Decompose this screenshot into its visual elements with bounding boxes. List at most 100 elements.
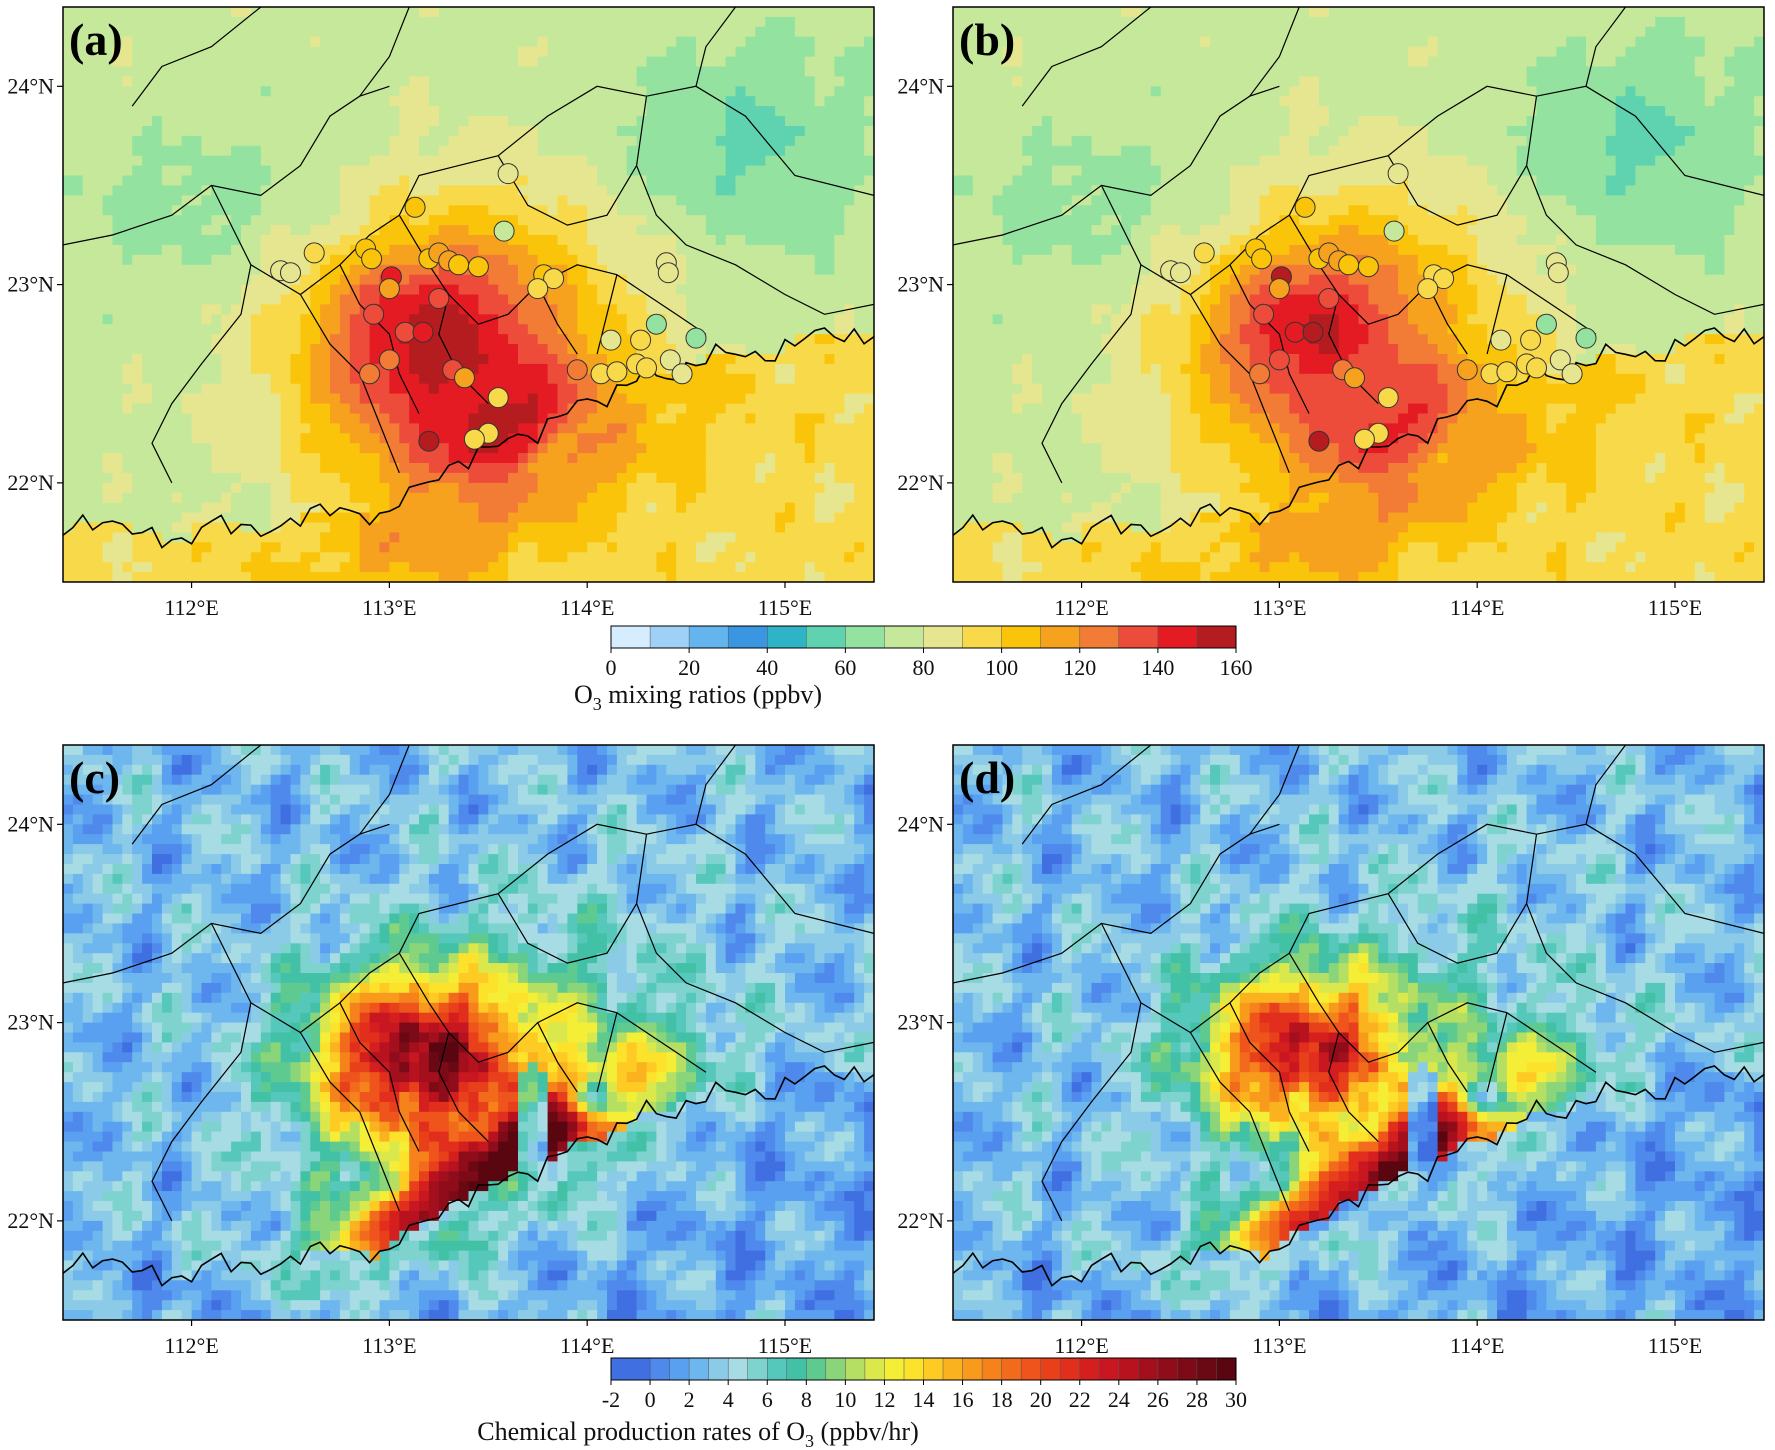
map-frame (62, 744, 875, 1321)
site-marker (630, 329, 652, 351)
boundary-line (497, 155, 638, 226)
colorbar-tick-label: 30 (1225, 1387, 1247, 1412)
admin-boundaries (953, 7, 1764, 484)
longitude-axis: 112°E 113°E 114°E 115°E (164, 582, 812, 620)
site-marker (1535, 313, 1557, 335)
boundary-line (210, 85, 874, 296)
colorbar-swatch (1020, 1357, 1042, 1381)
colorbar-swatch (767, 625, 807, 649)
boundary-line (438, 294, 489, 405)
site-marker (467, 256, 489, 278)
site-marker (463, 428, 485, 450)
colorbar-swatch (708, 1357, 729, 1381)
colorbar-swatch (1216, 1357, 1237, 1381)
colorbar-tick-label: 22 (1069, 1387, 1091, 1412)
colorbar-swatch (1138, 1357, 1159, 1381)
colorbar-swatch (884, 1357, 905, 1381)
colorbar-swatch (962, 625, 1003, 649)
lon-tick-label: 113°E (1252, 1333, 1306, 1358)
boundary-line (1100, 823, 1764, 1034)
colorbar-swatch (767, 1357, 788, 1381)
boundary-line (596, 274, 618, 355)
lat-tick-label: 23°N (7, 272, 54, 297)
colorbar-tick-label: 14 (913, 1387, 935, 1412)
colorbar-tick-label: 40 (756, 655, 778, 680)
boundary-line (1021, 7, 1152, 107)
lon-tick-label: 114°E (1450, 1333, 1504, 1358)
colorbar-tick-label: 80 (913, 655, 935, 680)
panel-label: (b) (959, 14, 1015, 65)
colorbar-swatch (845, 1357, 866, 1381)
colorbar-swatch (981, 1357, 1003, 1381)
site-marker (418, 430, 440, 452)
colorbar-swatch (1001, 1357, 1022, 1381)
site-marker (454, 367, 475, 389)
lon-tick-label: 113°E (1252, 595, 1306, 620)
lat-tick-label: 22°N (897, 1208, 944, 1233)
map-panel-2: (b) 112°E 113°E 114°E 115°E 22°N 23°N 24°N (897, 6, 1765, 620)
colorbar-swatch (923, 1357, 944, 1381)
boundary-line (131, 7, 262, 107)
site-marker (448, 254, 470, 276)
lon-tick-label: 113°E (362, 595, 416, 620)
site-marker (1253, 303, 1275, 325)
site-marker (303, 242, 325, 264)
lon-tick-label: 112°E (164, 1333, 218, 1358)
site-marker (1302, 321, 1324, 343)
boundary-line (1249, 7, 1300, 97)
colorbar-swatch (1177, 1357, 1198, 1381)
boundary-line (1427, 1022, 1468, 1093)
boundary-line (1585, 745, 1626, 825)
colorbar-swatch (806, 625, 846, 649)
map-frame (952, 6, 1765, 583)
boundary-line (953, 823, 1280, 984)
boundary-line (339, 264, 420, 414)
colorbar-swatch (1059, 1357, 1081, 1381)
boundary-line (635, 834, 874, 1053)
colorbar-swatch (747, 1357, 768, 1381)
latitude-axis: 22°N 23°N 24°N (7, 811, 63, 1233)
colorbar-tick-label: 120 (1063, 655, 1096, 680)
boundary-line (695, 745, 736, 825)
colorbar-tick-label: 0 (645, 1387, 656, 1412)
colorbar-swatch (962, 1357, 983, 1381)
colorbar-swatch (1157, 1357, 1178, 1381)
lat-tick-label: 24°N (7, 73, 54, 98)
latitude-axis: 22°N 23°N 24°N (897, 73, 953, 495)
field-shading (63, 7, 874, 582)
field-shading (63, 745, 874, 1320)
boundary-line (537, 1022, 578, 1093)
colorbar-swatch (864, 1357, 885, 1381)
field-shading (953, 745, 1764, 1320)
lon-tick-label: 115°E (758, 1333, 812, 1358)
longitude-axis: 112°E 113°E 114°E 115°E (1054, 582, 1702, 620)
colorbar-swatch (610, 1357, 651, 1381)
admin-boundaries (953, 745, 1764, 1222)
colorbar-swatch (649, 1357, 671, 1381)
boundary-line (596, 1012, 618, 1093)
site-marker (1496, 361, 1518, 383)
coastline (953, 1065, 1764, 1287)
colorbar-tick-label: 10 (834, 1387, 856, 1412)
boundary-line (63, 85, 390, 246)
boundary-line (537, 284, 578, 355)
boundary-line (1100, 85, 1764, 296)
site-marker (378, 278, 400, 300)
site-marker (1170, 262, 1191, 284)
colorbar-tick-label: 28 (1186, 1387, 1208, 1412)
boundary-line (1229, 264, 1310, 414)
production-colorbar: -2 0 2 4 6 8 10 12 14 16 18 20 22 24 26 28 30 (602, 1357, 1247, 1412)
colorbar-swatch (1099, 1357, 1120, 1381)
colorbar-tick-label: 6 (762, 1387, 773, 1412)
site-marker (527, 278, 549, 300)
boundary-line (1387, 893, 1528, 964)
colorbar-swatch (669, 1357, 690, 1381)
site-marker (1284, 321, 1306, 343)
colorbar-tick-label: 4 (723, 1387, 734, 1412)
boundary-line (151, 1002, 252, 1222)
colorbar-tick-label: 26 (1147, 1387, 1169, 1412)
map-panels: (a) 112°E 113°E 114°E 115°E 22°N 23°N 24°N (b) 11… (7, 6, 1765, 1358)
latitude-axis: 22°N 23°N 24°N (7, 73, 63, 495)
colorbar-tick-label: -2 (602, 1387, 620, 1412)
site-marker (1417, 278, 1439, 300)
